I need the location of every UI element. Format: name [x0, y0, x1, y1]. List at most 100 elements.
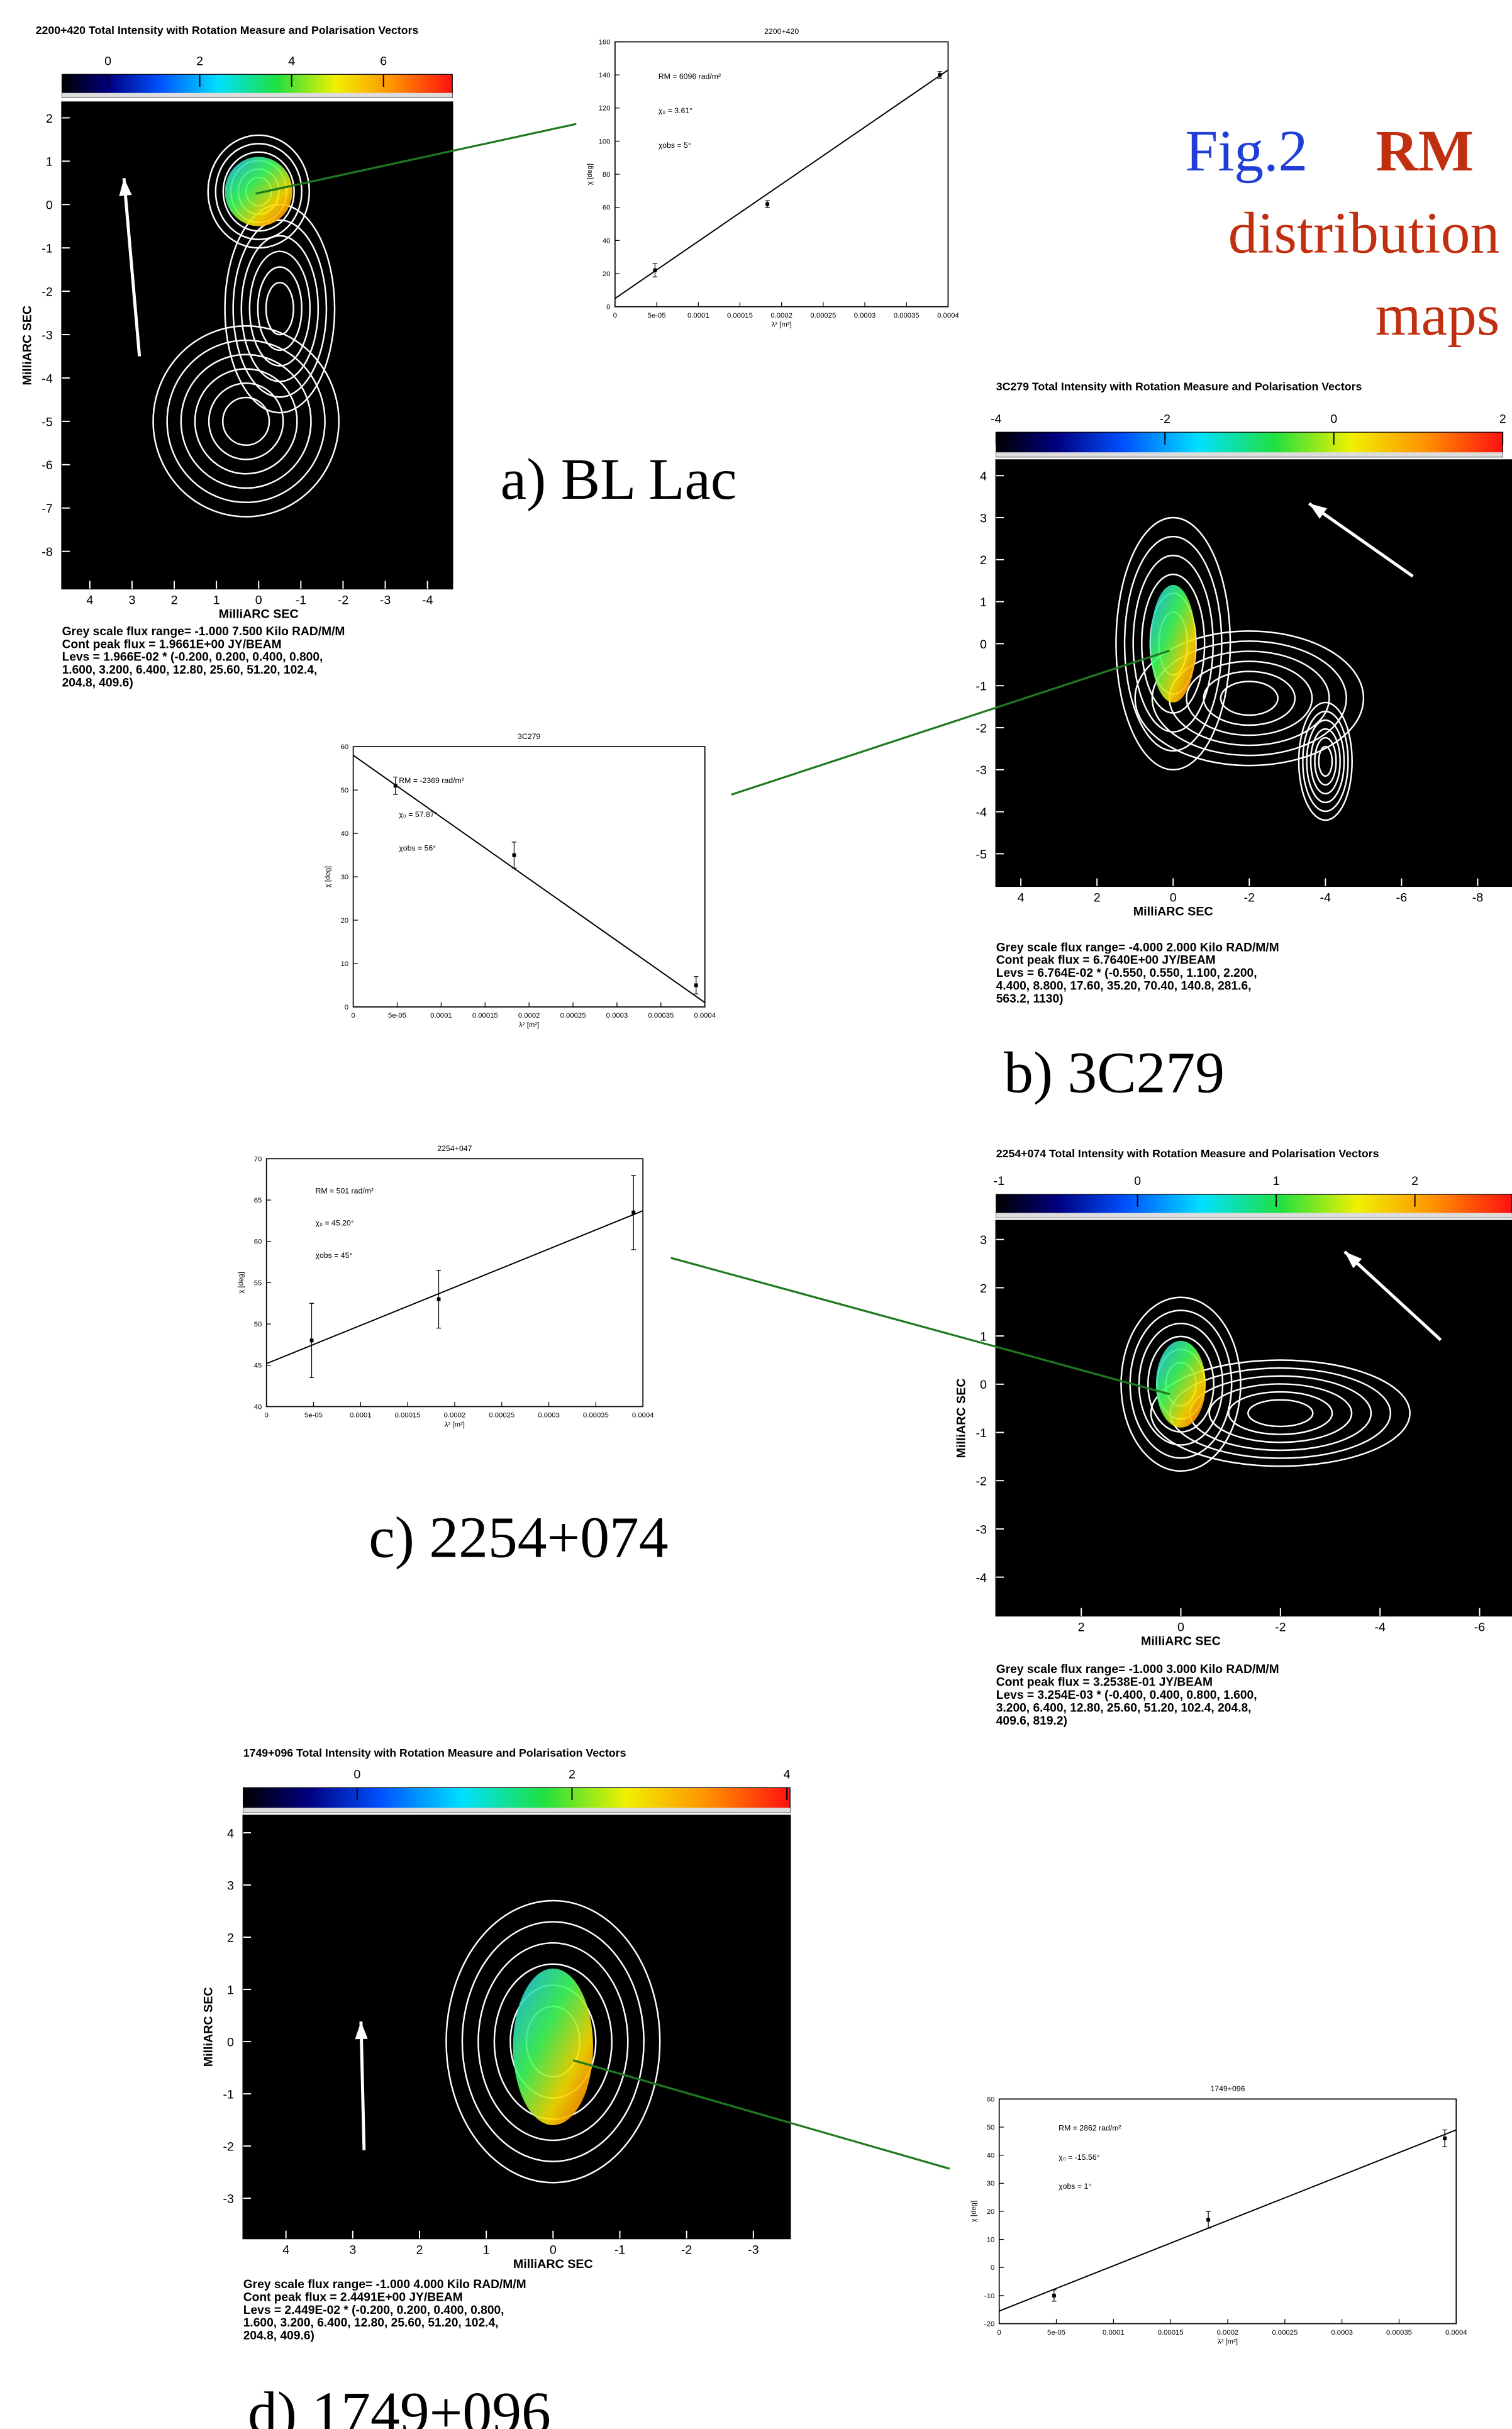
map-title: 2200+420 Total Intensity with Rotation M… — [36, 24, 419, 36]
data-point — [310, 1338, 314, 1342]
x-axis-label: λ² [m²] — [445, 1421, 465, 1428]
map-caption: 1.600, 3.200, 6.400, 12.80, 25.60, 51.20… — [62, 664, 318, 677]
plot-title: 1749+096 — [1210, 2084, 1245, 2093]
y-tick-label: 50 — [987, 2124, 995, 2132]
plot-frame — [999, 2099, 1457, 2323]
y-tick-label: 3 — [227, 1879, 234, 1893]
x-tick-label: 0 — [351, 1012, 355, 1020]
y-tick-label: -6 — [42, 459, 53, 472]
colorbar-tick-label: 4 — [288, 54, 295, 68]
x-tick-label: -4 — [422, 594, 433, 608]
y-tick-label: 0 — [345, 1004, 348, 1011]
x-tick-label: -4 — [1320, 891, 1331, 904]
colorbar-tick-label: 2 — [569, 1768, 575, 1782]
x-tick-label: 0.0001 — [1103, 2329, 1125, 2337]
x-tick-label: 0.00035 — [1386, 2329, 1412, 2337]
x-tick-label: 0 — [265, 1412, 269, 1420]
x-tick-label: 1 — [213, 594, 220, 608]
map-caption: 4.400, 8.800, 17.60, 35.20, 70.40, 140.8… — [996, 980, 1252, 993]
y-tick-label: -2 — [976, 721, 987, 735]
x-tick-label: 0 — [998, 2329, 1001, 2337]
y-tick-label: -3 — [223, 2193, 234, 2206]
y-tick-label: 20 — [603, 270, 611, 278]
x-tick-label: 3 — [128, 594, 135, 608]
y-tick-label: -4 — [976, 1571, 987, 1585]
data-point — [694, 984, 698, 987]
x-tick-label: 4 — [1018, 891, 1025, 904]
y-tick-label: 160 — [599, 38, 611, 46]
x-axis-label: λ² [m²] — [772, 321, 792, 329]
x-tick-label: 0.0002 — [444, 1412, 466, 1420]
page: {"figure": {"fig": "Fig.2", "rm": "RM", … — [0, 0, 1512, 2429]
data-point — [437, 1298, 441, 1301]
x-tick-label: 0.0002 — [1217, 2329, 1239, 2337]
x-tick-label: -1 — [296, 594, 307, 608]
annotation: χ₀ = -15.56° — [1059, 2153, 1099, 2162]
x-tick-label: 5e-05 — [304, 1412, 323, 1420]
x-tick-label: 0.0004 — [694, 1012, 716, 1020]
data-point — [653, 269, 657, 272]
y-tick-label: 20 — [341, 917, 349, 925]
y-tick-label: -1 — [976, 680, 987, 694]
y-tick-label: 0 — [606, 304, 610, 311]
x-tick-label: 0.00035 — [583, 1412, 609, 1420]
annotation: χobs = 45° — [315, 1251, 352, 1260]
map-caption: Grey scale flux range= -1.000 4.000 Kilo… — [243, 2278, 526, 2291]
x-tick-label: 0.0003 — [538, 1412, 560, 1420]
x-tick-label: 0.00015 — [395, 1412, 421, 1420]
y-tick-label: 2 — [980, 553, 987, 567]
x-axis-label: MilliARC SEC — [1141, 1635, 1221, 1648]
y-tick-label: 10 — [341, 960, 349, 968]
map-caption: Levs = 6.764E-02 * (-0.550, 0.550, 1.100… — [996, 967, 1257, 980]
colorbar-tick-label: 2 — [196, 54, 203, 68]
rm-region — [225, 157, 292, 226]
colorbar-tick-label: -1 — [993, 1174, 1004, 1188]
colorbar-tick-label: -4 — [991, 412, 1002, 426]
x-tick-label: 4 — [86, 594, 93, 608]
y-tick-label: 2 — [46, 112, 53, 126]
y-tick-label: 60 — [254, 1238, 262, 1246]
y-tick-label: -4 — [976, 806, 987, 820]
annotation: RM = 2862 rad/m² — [1059, 2123, 1121, 2132]
y-tick-label: -5 — [42, 415, 53, 429]
y-tick-label: 50 — [254, 1321, 262, 1328]
y-tick-label: 3 — [980, 1233, 987, 1247]
colorbar-strip — [996, 1213, 1512, 1218]
x-tick-label: -1 — [614, 2243, 626, 2257]
y-tick-label: 60 — [341, 743, 349, 751]
y-tick-label: -5 — [976, 848, 987, 862]
fig-line3: maps — [1376, 283, 1500, 348]
plot-frame — [615, 42, 948, 307]
map-caption: Grey scale flux range= -4.000 2.000 Kilo… — [996, 941, 1279, 954]
fig-rm: RM — [1376, 119, 1474, 184]
y-axis-label: MilliARC SEC — [20, 306, 34, 386]
panel-label: b) 3C279 — [1004, 1040, 1225, 1105]
y-tick-label: 40 — [987, 2152, 995, 2160]
annotation: χobs = 1° — [1059, 2182, 1091, 2191]
x-tick-label: 0.0004 — [937, 312, 959, 320]
y-tick-label: 10 — [987, 2237, 995, 2244]
panel-label: d) 1749+096 — [248, 2381, 551, 2429]
y-tick-label: 20 — [987, 2208, 995, 2216]
y-tick-label: -1 — [976, 1426, 987, 1440]
annotation: RM = 6096 rad/m² — [659, 72, 721, 81]
y-tick-label: 0 — [227, 2035, 234, 2049]
colorbar-tick-label: 1 — [1273, 1174, 1280, 1188]
colorbar-tick-label: 4 — [784, 1768, 791, 1782]
data-point — [765, 203, 769, 206]
y-tick-label: -3 — [976, 1523, 987, 1537]
x-tick-label: 0.00015 — [1158, 2329, 1184, 2337]
x-tick-label: 0.0004 — [1445, 2329, 1467, 2337]
map-caption: Cont peak flux = 1.9661E+00 JY/BEAM — [62, 638, 282, 651]
y-tick-label: 100 — [599, 138, 611, 145]
x-tick-label: 0.00025 — [560, 1012, 586, 1020]
x-tick-label: 0.00035 — [894, 312, 920, 320]
x-tick-label: 0 — [613, 312, 617, 320]
y-tick-label: 1 — [227, 1983, 234, 1997]
y-tick-label: -2 — [976, 1475, 987, 1489]
y-tick-label: -20 — [984, 2320, 994, 2328]
map-caption: 409.6, 819.2) — [996, 1715, 1067, 1728]
y-tick-label: 55 — [254, 1279, 262, 1287]
plot-title: 2254+047 — [437, 1144, 472, 1153]
plot-title: 2200+420 — [764, 27, 799, 36]
